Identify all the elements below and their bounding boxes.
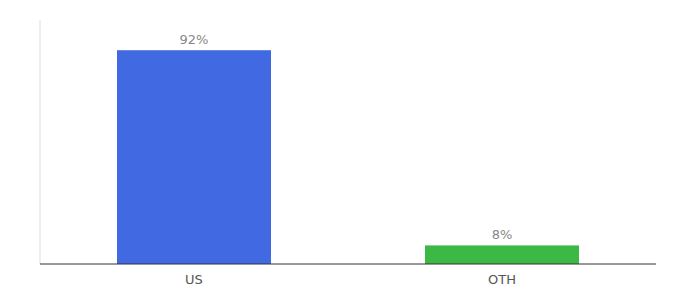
x-tick-label: OTH — [488, 272, 516, 287]
x-axis-line — [40, 264, 656, 265]
data-label: 92% — [180, 32, 209, 47]
chart-container: US OTH 92% 8% — [0, 0, 680, 300]
bar — [425, 245, 579, 264]
bars — [117, 50, 579, 264]
bar — [117, 50, 271, 264]
data-label: 8% — [492, 227, 513, 242]
y-axis-line — [40, 20, 41, 264]
x-tick-label: US — [185, 272, 203, 287]
chart-svg: US OTH 92% 8% — [0, 0, 680, 300]
